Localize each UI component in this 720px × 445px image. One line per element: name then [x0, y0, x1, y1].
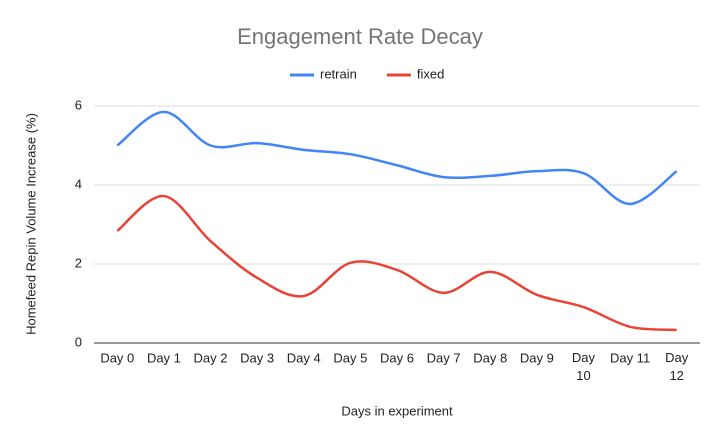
x-tick-label: Day 1	[147, 350, 181, 365]
chart-title: Engagement Rate Decay	[237, 24, 483, 49]
y-tick-label: 4	[75, 176, 82, 191]
line-series	[116, 110, 678, 206]
x-tick-label: Day 2	[194, 350, 228, 365]
y-tick-label: 2	[75, 255, 82, 270]
legend-label: fixed	[417, 66, 444, 81]
x-tick-label: Day 4	[287, 350, 321, 365]
y-axis-title: Homefeed Repin Volume Increase (%)	[23, 113, 38, 335]
x-axis-title: Days in experiment	[341, 403, 453, 418]
x-tick-label: Day 11	[610, 350, 650, 365]
x-tick-label: Day 0	[100, 350, 134, 365]
x-tick-label: Day 6	[380, 350, 414, 365]
legend-label: retrain	[320, 66, 357, 81]
x-tick-label: Day 12	[665, 350, 689, 383]
line-series	[116, 194, 677, 332]
x-tick-label: Day 10	[572, 350, 596, 383]
x-tick-label: Day 3	[240, 350, 274, 365]
x-tick-label: Day 5	[333, 350, 367, 365]
y-tick-label: 0	[75, 334, 82, 349]
x-tick-label: Day 8	[473, 350, 507, 365]
y-tick-label: 6	[75, 97, 82, 112]
x-tick-label: Day 9	[520, 350, 554, 365]
x-tick-label: Day 7	[427, 350, 461, 365]
